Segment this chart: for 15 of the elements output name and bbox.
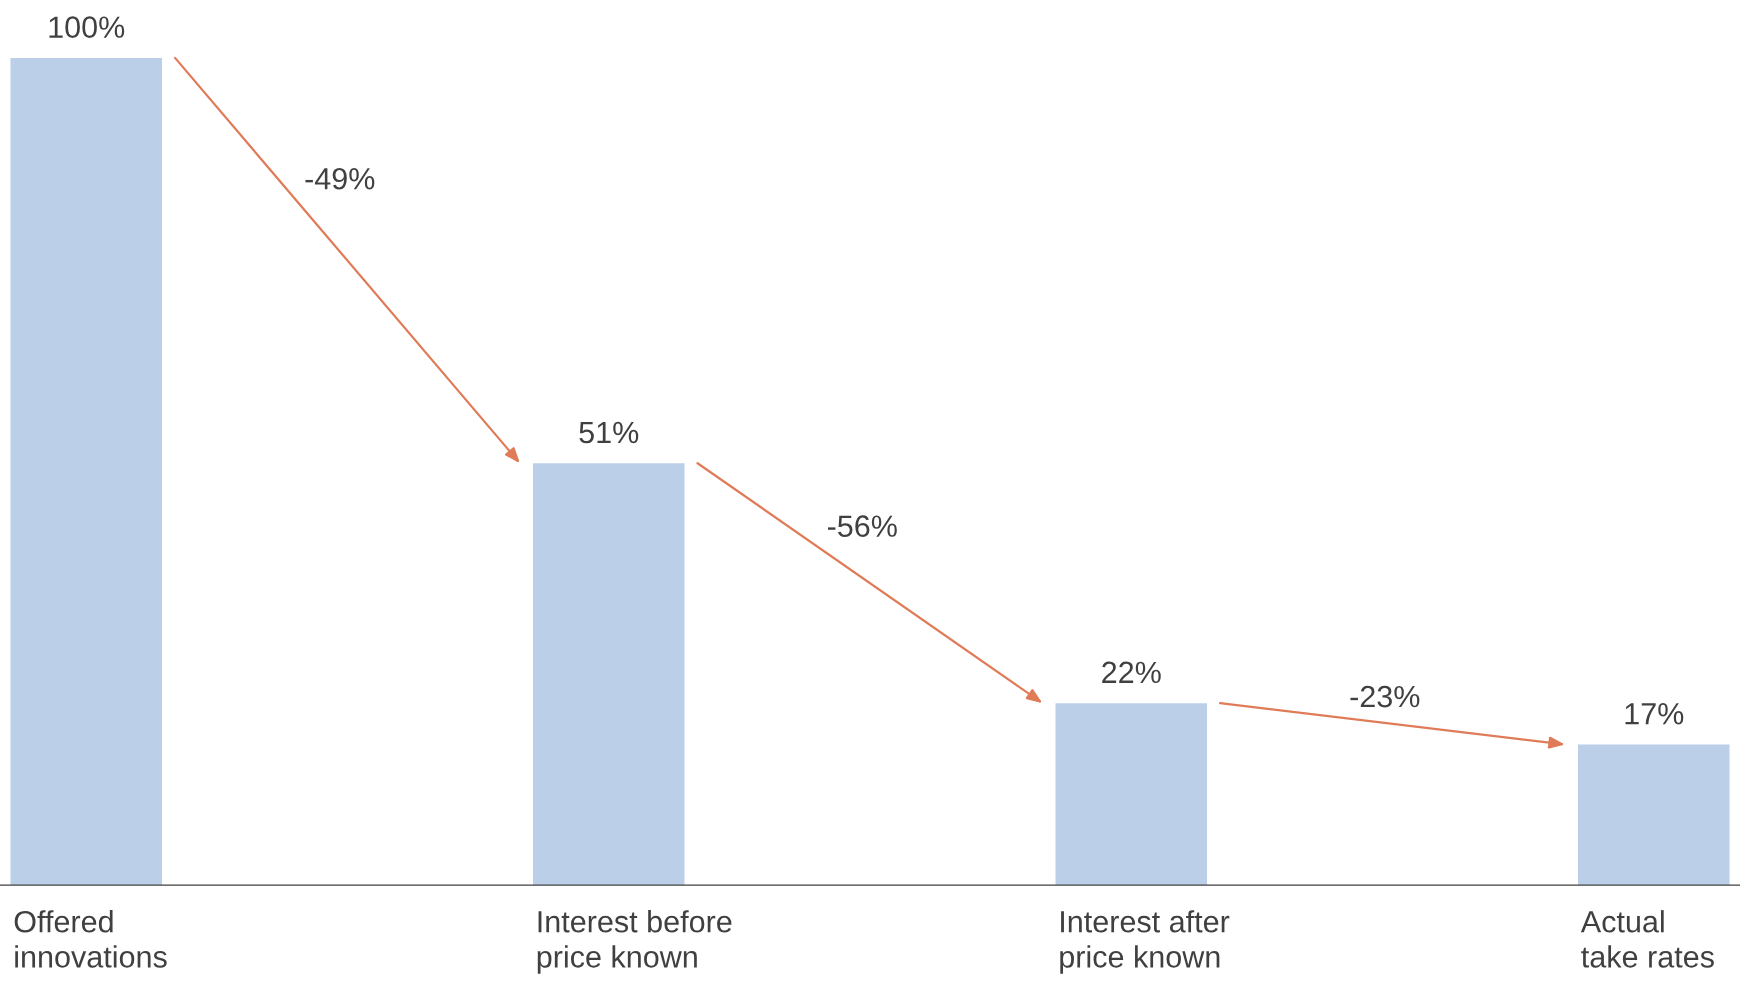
x-tick-label: Actual take rates	[1580, 910, 1714, 968]
annotation: -23%	[1350, 685, 1420, 708]
annotation: -56%	[827, 515, 897, 537]
x-tick-label: Interest before price known	[537, 910, 732, 974]
data-label: 51%	[579, 421, 639, 444]
data-label: 17%	[1625, 703, 1684, 725]
x-tick-label: Interest after price known	[1060, 910, 1230, 974]
bar	[1055, 703, 1208, 886]
data-label: 22%	[1102, 661, 1161, 684]
bar	[532, 463, 685, 886]
x-tick-label: Offered innovations	[14, 910, 167, 968]
bar	[10, 57, 162, 886]
bar	[1578, 744, 1730, 886]
annotation: -49%	[305, 167, 375, 190]
data-label: 100%	[49, 16, 125, 38]
